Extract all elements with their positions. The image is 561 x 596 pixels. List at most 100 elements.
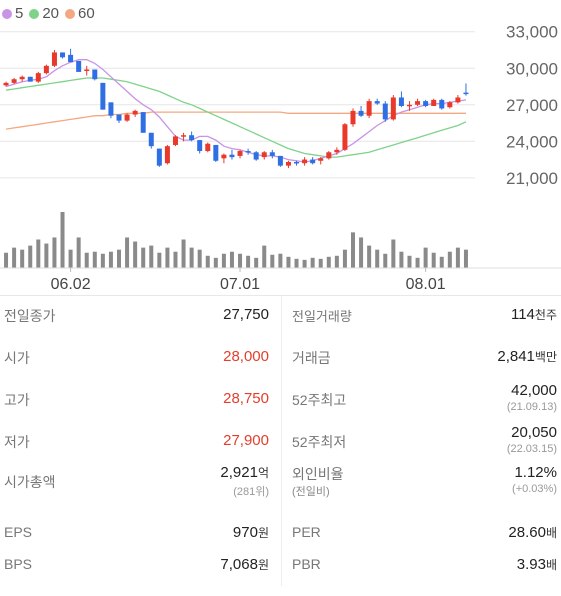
volume-bar [12,247,17,268]
volume-bar [68,249,73,268]
volume-bar [221,253,226,268]
value-high: 28,750 [223,390,269,407]
label-low: 저가 [4,434,30,450]
label-per: PER [292,524,321,540]
value-unit: 배 [545,558,557,572]
value-text: 28,000 [223,348,269,365]
volume-bar [238,253,243,268]
candle-body [27,76,33,82]
candle-body [245,151,251,153]
candle-body [415,101,421,105]
candle-body [60,52,66,58]
volume-bar [157,252,162,268]
legend-dot-icon [29,8,40,19]
volume-bar [439,256,444,268]
x-tick-label: 07.01 [220,276,260,293]
volume-bar [455,247,460,268]
candle-body [261,152,267,158]
volume-bar [447,251,452,268]
candle-body [124,114,130,121]
candle-body [181,135,187,137]
candle-body [205,143,211,152]
volume-bar [302,259,307,268]
y-tick-label: 21,000 [506,169,558,188]
volume-bar [36,239,41,268]
volume-bar [383,253,388,268]
candle-body [374,101,380,104]
chart-canvas: 33,000 30,000 27,000 24,000 21,000 06.02 07.01… [0,23,561,293]
volume-bar [326,256,331,268]
label-52w-low: 52주최저 [292,434,347,450]
candle-body [277,155,283,166]
volume-bar [173,251,178,268]
candle-body [398,97,404,106]
candle-body [221,154,227,159]
candle-body [51,52,57,66]
x-tick-label: 08.01 [406,276,446,293]
volume-bar [100,253,105,268]
volume-bar [133,241,138,268]
volume-bar [463,249,468,268]
candle-body [68,54,74,63]
legend-label: 20 [42,5,60,22]
label-52w-high: 52주최고 [292,392,347,408]
candle-body [229,154,235,158]
candle-body [148,132,154,147]
volume-bar [407,255,412,268]
legend-item-ma60: 60 [65,5,95,22]
value-text: 2,841 [497,348,535,365]
label-pbr: PBR [292,556,321,572]
value-text: 28.60 [508,524,546,541]
candle-body [156,148,162,166]
volume-bar [351,232,355,268]
candle-body [463,92,469,95]
candle-body [92,69,98,80]
volume-bar [76,237,81,268]
label-foreign-ratio: 외인비율 [292,466,344,482]
candle-body [43,65,49,74]
value-low: 27,900 [223,432,269,449]
stats-row: EPS 970원 PER 28.60배 [0,506,561,548]
stats-row: 저가 27,900 52주최저 20,050 (22.03.15) [0,422,561,464]
value-text: 1.12% [514,464,557,481]
label-prev-close: 전일종가 [4,308,56,324]
candle-body [326,152,332,159]
legend-label: 5 [15,5,24,22]
volume-bar [262,245,267,268]
candle-body [431,99,437,106]
candle-body [35,73,41,82]
volume-bar [60,212,65,268]
label-prev-volume: 전일거래량 [292,309,352,324]
label-open: 시가 [4,350,30,366]
candle-body [269,152,275,156]
volume-bar [44,243,49,268]
volume-bar [294,258,299,268]
value-foreign-ratio: 1.12% [514,464,557,481]
y-tick-label: 30,000 [506,59,558,78]
value-market-cap: 2,921억 [220,464,269,481]
value-prev-close: 27,750 [223,306,269,323]
label-trade-amount: 거래금 [292,350,331,366]
label-market-cap: 시가총액 [4,474,56,490]
value-text: 970 [232,524,258,541]
volume-bar [181,239,186,268]
candle-body [406,104,412,107]
volume-bar [399,251,404,268]
value-unit: 천주 [534,308,557,322]
volume-bar [278,253,283,268]
candle-body [253,152,259,160]
candle-body [3,82,9,86]
volume-bar [213,257,218,268]
date-52w-high: (21.09.13) [506,401,557,413]
candle-body [342,124,348,150]
volume-bar [28,245,33,268]
volume-bar [270,254,275,268]
value-bps: 7,068원 [220,556,269,573]
stats-row: 고가 28,750 52주최고 42,000 (21.09.13) [0,380,561,422]
table-column-separator [281,296,282,586]
volume-bar [367,245,372,268]
volume-bar [189,247,194,268]
value-trade-amount: 2,841백만 [497,348,557,365]
label-foreign-ratio-sub: (전일비) [292,486,330,498]
volume-bar [52,237,57,268]
